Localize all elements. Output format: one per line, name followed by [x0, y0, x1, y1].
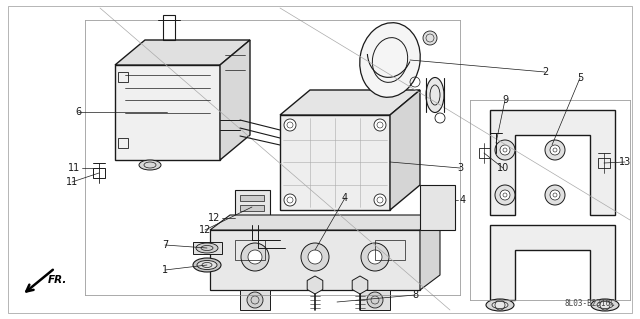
Polygon shape	[360, 290, 390, 310]
Circle shape	[308, 250, 322, 264]
Text: 6: 6	[75, 107, 81, 117]
Ellipse shape	[486, 299, 514, 311]
Circle shape	[374, 119, 386, 131]
Circle shape	[361, 243, 389, 271]
Text: 7: 7	[162, 240, 168, 250]
Polygon shape	[240, 290, 270, 310]
Polygon shape	[390, 90, 420, 210]
Text: 13: 13	[619, 157, 631, 167]
Polygon shape	[115, 65, 220, 160]
Ellipse shape	[360, 23, 420, 97]
Circle shape	[423, 31, 437, 45]
Polygon shape	[210, 230, 420, 290]
Polygon shape	[420, 185, 455, 230]
Circle shape	[247, 292, 263, 308]
Ellipse shape	[591, 299, 619, 311]
Circle shape	[374, 194, 386, 206]
Text: 1: 1	[162, 265, 168, 275]
Bar	[240, 195, 264, 201]
Polygon shape	[490, 225, 615, 300]
Text: 4: 4	[460, 195, 466, 205]
Text: FR.: FR.	[48, 275, 67, 285]
Polygon shape	[193, 242, 222, 254]
Circle shape	[367, 292, 383, 308]
Ellipse shape	[139, 160, 161, 170]
Text: 8L03-B2310C: 8L03-B2310C	[564, 299, 615, 308]
Bar	[240, 205, 264, 211]
Polygon shape	[490, 110, 615, 215]
Text: 2: 2	[542, 67, 548, 77]
Circle shape	[495, 185, 515, 205]
Text: 9: 9	[502, 95, 508, 105]
Text: 12: 12	[199, 225, 211, 235]
Bar	[375, 240, 405, 260]
Text: 4: 4	[342, 193, 348, 203]
Circle shape	[500, 145, 510, 155]
Circle shape	[301, 243, 329, 271]
Polygon shape	[115, 40, 250, 65]
Bar	[235, 240, 265, 260]
Circle shape	[545, 140, 565, 160]
Ellipse shape	[597, 301, 613, 308]
Circle shape	[368, 250, 382, 264]
Polygon shape	[280, 90, 420, 115]
Text: 11: 11	[66, 177, 78, 187]
Circle shape	[550, 145, 560, 155]
Ellipse shape	[197, 261, 217, 270]
Polygon shape	[210, 215, 440, 230]
Circle shape	[545, 185, 565, 205]
Ellipse shape	[196, 243, 218, 253]
Text: 8: 8	[412, 290, 418, 300]
Ellipse shape	[193, 258, 221, 272]
Text: 11: 11	[68, 163, 80, 173]
Circle shape	[500, 190, 510, 200]
Ellipse shape	[492, 301, 508, 308]
Polygon shape	[420, 215, 440, 290]
Circle shape	[550, 190, 560, 200]
Text: 5: 5	[577, 73, 583, 83]
Circle shape	[284, 119, 296, 131]
Text: 3: 3	[457, 163, 463, 173]
Polygon shape	[352, 276, 368, 294]
Circle shape	[248, 250, 262, 264]
Ellipse shape	[426, 78, 444, 113]
Text: 12: 12	[207, 213, 220, 223]
Text: 10: 10	[497, 163, 509, 173]
Polygon shape	[307, 276, 323, 294]
Circle shape	[241, 243, 269, 271]
Bar	[240, 215, 264, 221]
Circle shape	[495, 140, 515, 160]
Polygon shape	[235, 190, 270, 225]
Polygon shape	[280, 115, 390, 210]
Circle shape	[284, 194, 296, 206]
Polygon shape	[220, 40, 250, 160]
